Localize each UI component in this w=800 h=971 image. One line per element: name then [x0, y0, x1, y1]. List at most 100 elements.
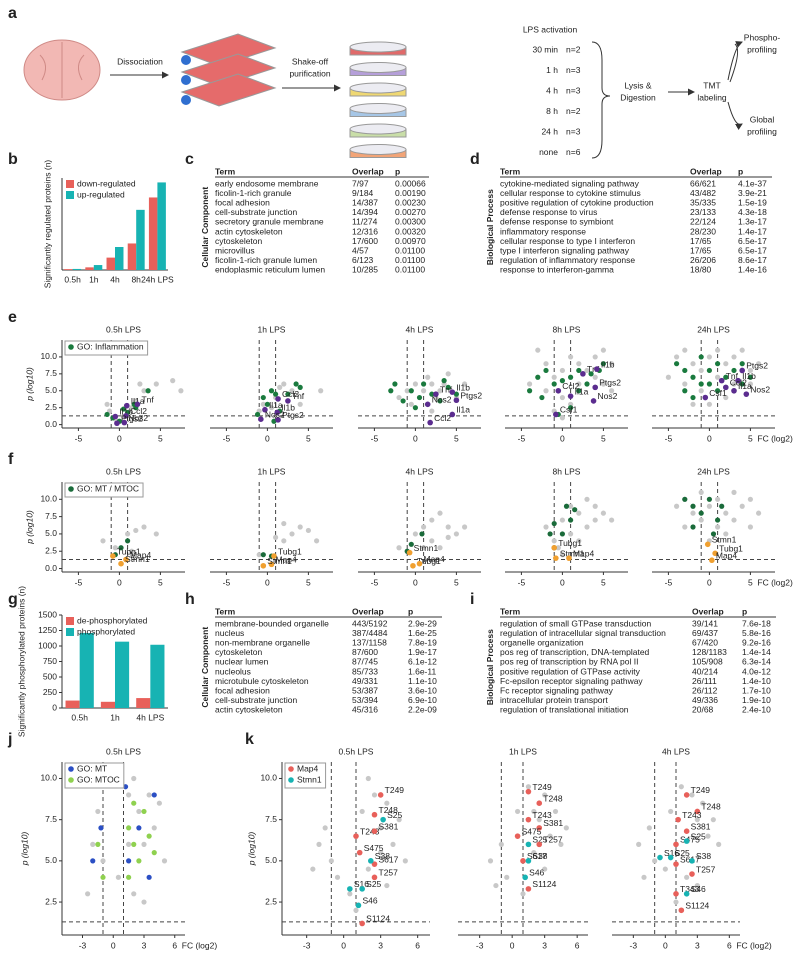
table-cell: nuclear lumen — [215, 657, 269, 667]
point — [498, 841, 504, 847]
point — [568, 503, 574, 509]
x-tick-label: 0 — [413, 433, 418, 443]
table-cell: ficolin-1-rich granule — [215, 188, 292, 198]
point-label: Stmn1 — [560, 548, 585, 558]
table-header: Overlap — [692, 606, 724, 616]
point — [285, 391, 291, 397]
point — [136, 808, 142, 815]
point-label: S46 — [691, 884, 706, 894]
point — [359, 808, 365, 815]
point — [747, 374, 754, 380]
table-cell: 443/5192 — [352, 618, 388, 628]
table-cell: pos reg of transcription, DNA-templated — [500, 647, 650, 657]
point — [120, 406, 127, 412]
table-cell: response to interferon-gamma — [500, 265, 614, 275]
point — [281, 538, 287, 544]
labeled-point — [704, 541, 711, 548]
point — [136, 825, 142, 831]
table-cell: positive regulation of GTPase activity — [500, 666, 641, 676]
point-label: Il1a — [269, 400, 283, 410]
labeled-point — [743, 391, 750, 397]
table-cell: cellular response to cytokine stimulus — [500, 188, 641, 198]
labeled-point — [723, 384, 729, 391]
point-label: Map4 — [573, 548, 595, 558]
point — [682, 367, 688, 374]
x-tick-label: 24h LPS — [141, 274, 174, 284]
condition-n: n=3 — [566, 85, 581, 95]
x-tick-label: 5 — [601, 433, 606, 443]
point-label: T243 — [532, 810, 552, 820]
point — [493, 882, 499, 889]
point — [690, 524, 696, 530]
labeled-point — [424, 401, 431, 408]
table-cell: nucleus — [215, 628, 244, 638]
point — [600, 381, 607, 387]
table-cell: 49/331 — [352, 676, 378, 686]
labeled-point — [675, 816, 681, 823]
x-axis-label: FC (log2) — [736, 940, 772, 950]
point — [723, 394, 729, 401]
point-label: Ccl2 — [562, 381, 579, 391]
y-tick-label: 500 — [43, 671, 57, 681]
point-label: S617 — [379, 854, 399, 864]
labeled-point — [371, 828, 378, 834]
y-tick-label: 250 — [43, 687, 57, 697]
point — [161, 858, 168, 864]
point-label: Nos2 — [265, 409, 285, 419]
labeled-point — [689, 858, 695, 864]
y-tick-label: 2.5 — [265, 896, 277, 906]
table-cell: intracellular protein transport — [500, 695, 608, 705]
point — [698, 367, 704, 374]
labeled-point — [683, 891, 690, 897]
point — [682, 381, 688, 387]
legend-label: down-regulated — [77, 178, 136, 188]
point — [170, 378, 176, 384]
legend-swatch — [66, 191, 74, 199]
labeled-point — [271, 553, 277, 559]
labeled-point — [525, 788, 532, 795]
bar — [148, 197, 158, 270]
labeled-point — [683, 838, 690, 844]
panel-letter: i — [470, 591, 474, 608]
table-cell: 1.4e-16 — [738, 265, 767, 275]
point-label: S381 — [691, 821, 711, 831]
point — [543, 361, 549, 367]
table-cell: 23/133 — [690, 207, 716, 217]
point-label: Nos2 — [598, 391, 618, 401]
point — [719, 503, 725, 509]
point — [723, 374, 729, 380]
point — [576, 361, 582, 367]
point — [584, 367, 590, 374]
point — [297, 401, 303, 407]
point — [126, 792, 132, 798]
table-cell: 1.7e-10 — [742, 685, 771, 695]
point — [445, 384, 451, 390]
bar — [72, 268, 82, 270]
point-label: Tubg1 — [558, 538, 582, 548]
condition-n: n=6 — [566, 147, 581, 157]
labeled-point — [566, 555, 572, 561]
point — [131, 891, 137, 897]
table-header: Term — [500, 606, 521, 616]
step-label: Digestion — [620, 92, 656, 102]
bar — [127, 243, 137, 270]
condition-time: 30 min — [532, 44, 558, 54]
point-label: Tnf — [292, 391, 305, 401]
point — [636, 841, 642, 847]
bar — [150, 644, 165, 708]
flask-cap — [181, 55, 191, 65]
labeled-point — [416, 560, 423, 567]
point — [558, 841, 564, 847]
legend-label: phosphorylated — [77, 626, 135, 636]
point — [297, 384, 303, 390]
point-label: Tnf — [141, 395, 154, 405]
labeled-point — [433, 391, 439, 397]
table-cell: 87/600 — [352, 647, 378, 657]
labeled-point — [683, 792, 690, 798]
labeled-point — [380, 816, 386, 823]
plot-title: 0.5h LPS — [106, 466, 141, 476]
y-tick-label: 10.0 — [40, 773, 57, 783]
legend-marker — [68, 777, 74, 783]
y-tick-label: 2.5 — [45, 402, 57, 412]
point — [706, 354, 713, 360]
